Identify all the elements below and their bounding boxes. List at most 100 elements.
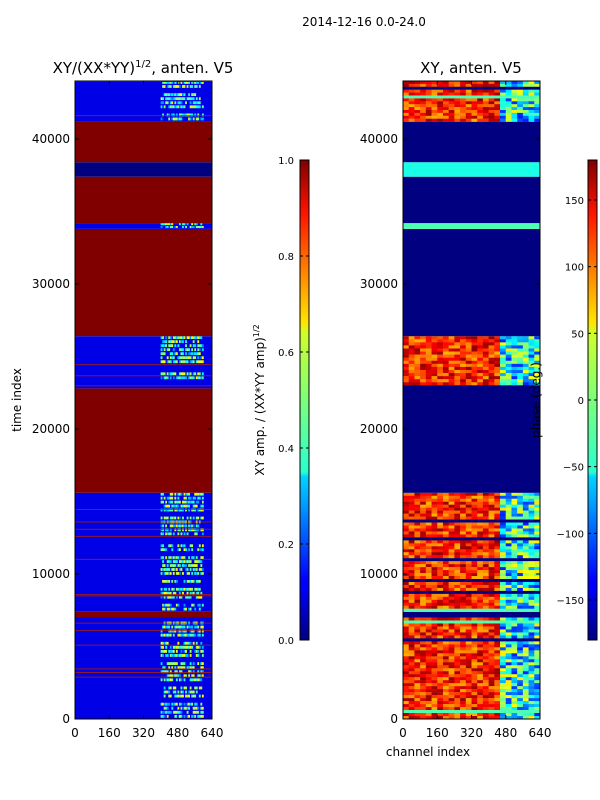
heatmap-cell — [454, 599, 461, 603]
left-colorbar — [299, 159, 310, 641]
heatmap-cell — [431, 104, 438, 108]
heatmap-cell — [188, 579, 191, 583]
heatmap-cell — [177, 556, 180, 559]
heatmap-cell — [174, 556, 177, 559]
heatmap-cell — [505, 686, 512, 690]
heatmap-cell — [511, 599, 518, 603]
heatmap-cell — [522, 546, 529, 550]
heatmap-cell — [168, 348, 171, 352]
heatmap-cell — [505, 683, 512, 687]
heatmap-cell — [465, 668, 472, 672]
heatmap-cell — [408, 360, 415, 365]
heatmap-cell — [425, 345, 432, 349]
heatmap-cell — [403, 531, 410, 535]
heatmap-cell — [431, 674, 438, 678]
heatmap-cell — [442, 665, 449, 669]
heatmap-cell — [488, 587, 495, 592]
x-tick-label: 160 — [426, 726, 449, 740]
heatmap-cell — [500, 516, 507, 520]
heatmap-cell — [522, 710, 529, 714]
heatmap-cell — [168, 633, 171, 637]
heatmap-cell — [517, 623, 524, 627]
heatmap-cell — [425, 635, 432, 639]
heatmap-cell — [201, 500, 204, 504]
heatmap-cell — [448, 656, 455, 660]
heatmap-cell — [183, 81, 186, 84]
heatmap-cell — [420, 522, 427, 526]
heatmap-cell — [460, 602, 467, 606]
heatmap-cell — [500, 677, 507, 681]
heatmap-cell — [431, 385, 438, 389]
heatmap-cell — [460, 507, 467, 511]
heatmap-cell — [442, 623, 449, 627]
heatmap-cell — [200, 508, 203, 512]
heatmap-cell — [534, 656, 540, 660]
heatmap-cell — [482, 363, 489, 368]
heatmap-cell — [185, 654, 187, 657]
heatmap-cell — [482, 531, 489, 535]
heatmap-cell — [198, 226, 201, 229]
heatmap-cell — [177, 117, 180, 121]
heatmap-cell — [442, 605, 449, 609]
heatmap-cell — [460, 576, 467, 580]
heatmap-cell — [465, 626, 472, 630]
heatmap-cell — [488, 118, 495, 122]
heatmap-cell — [403, 647, 410, 651]
heatmap-cell — [425, 549, 432, 553]
heatmap-cell — [191, 544, 194, 548]
heatmap-cell — [494, 710, 501, 714]
heatmap-cell — [186, 595, 189, 599]
heatmap-cell — [408, 357, 415, 361]
heatmap-cell — [178, 516, 181, 520]
heatmap-cell — [171, 625, 174, 629]
heatmap-cell — [528, 552, 535, 556]
heatmap-cell — [431, 561, 438, 565]
heatmap-cell — [522, 92, 529, 96]
heatmap-cell — [420, 98, 427, 102]
heatmap-cell — [403, 617, 410, 621]
heatmap-cell — [431, 110, 438, 114]
heatmap-cell — [195, 690, 198, 694]
heatmap-cell — [169, 674, 172, 678]
heatmap-cell — [431, 689, 438, 693]
heatmap-cell — [517, 653, 524, 657]
heatmap-cell — [201, 360, 204, 364]
heatmap-cell — [160, 496, 163, 500]
heatmap-cell — [183, 556, 186, 559]
heatmap-cell — [448, 692, 455, 696]
heatmap-cell — [471, 632, 478, 636]
heatmap-cell — [169, 678, 172, 682]
heatmap-cell — [408, 92, 415, 96]
heatmap-cell — [180, 336, 183, 340]
heatmap-cell — [517, 701, 524, 705]
heatmap-cell — [195, 686, 198, 690]
heatmap-cell — [454, 665, 461, 669]
heatmap-cell — [189, 607, 192, 611]
heatmap-cell — [182, 645, 184, 649]
heatmap-cell — [460, 629, 467, 633]
heatmap-cell — [517, 659, 524, 663]
heatmap-cell — [494, 531, 501, 535]
heatmap-cell — [522, 89, 529, 93]
heatmap-cell — [477, 665, 484, 669]
heatmap-cell — [454, 581, 461, 586]
heatmap-cell — [437, 623, 444, 627]
heatmap-cell — [471, 549, 478, 553]
heatmap-cell — [177, 504, 180, 508]
heatmap-cell — [505, 665, 512, 669]
heatmap-cell — [511, 635, 518, 639]
heatmap-cell — [511, 492, 518, 496]
heatmap-cell — [403, 623, 410, 627]
heatmap-cell — [183, 372, 186, 376]
heatmap-cell — [534, 519, 540, 523]
heatmap-cell — [528, 662, 535, 666]
heatmap-cell — [177, 508, 180, 512]
heatmap-cell — [408, 379, 415, 383]
heatmap-cell — [460, 101, 467, 105]
heatmap-cell — [414, 534, 421, 538]
heatmap-cell — [191, 702, 194, 706]
heatmap-cell — [482, 713, 489, 717]
heatmap-cell — [494, 674, 501, 678]
heatmap-cell — [471, 528, 478, 532]
heatmap-cell — [448, 516, 455, 520]
